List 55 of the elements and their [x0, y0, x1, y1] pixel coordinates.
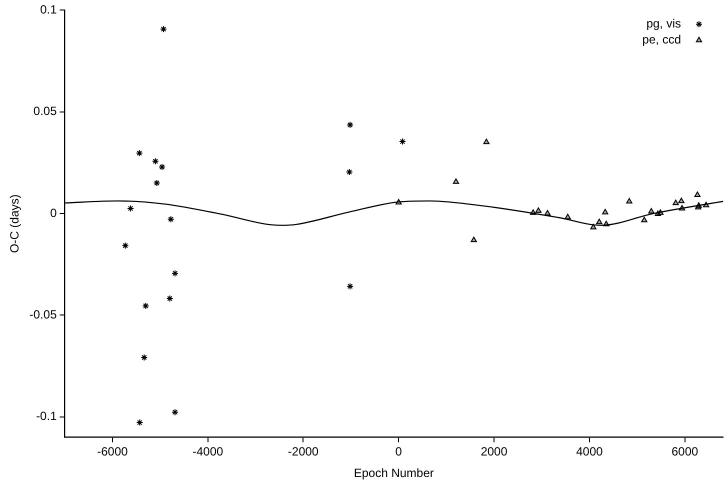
- point: [346, 121, 354, 128]
- point: [657, 209, 664, 215]
- point: [140, 354, 148, 361]
- point: [648, 208, 654, 214]
- point: [672, 200, 679, 206]
- point: [153, 180, 160, 187]
- point: [535, 207, 542, 213]
- point: [678, 198, 684, 204]
- point: [678, 204, 686, 210]
- x-tick-label: 6000: [671, 444, 699, 459]
- point: [641, 216, 648, 222]
- point: [142, 302, 150, 310]
- point: [127, 204, 134, 212]
- point: [160, 26, 167, 33]
- point: [158, 163, 166, 170]
- point: [399, 138, 406, 146]
- point: [470, 236, 477, 242]
- x-tick-label: 0: [395, 444, 402, 459]
- point: [152, 158, 159, 165]
- y-tick-label: -0.1: [36, 409, 58, 424]
- point: [483, 138, 490, 144]
- point: [396, 199, 402, 205]
- point: [530, 209, 536, 215]
- point: [166, 295, 174, 302]
- point: [136, 150, 143, 157]
- x-tick-label: -4000: [192, 444, 224, 459]
- point: [172, 270, 179, 277]
- point: [602, 208, 608, 214]
- point: [596, 218, 602, 224]
- legend-label: pe, ccd: [642, 32, 681, 47]
- point: [167, 216, 174, 223]
- point: [136, 419, 144, 426]
- point: [172, 408, 179, 416]
- point: [346, 168, 353, 176]
- point: [452, 178, 460, 184]
- x-tick-label: -6000: [97, 444, 128, 459]
- y-axis-title: O-C (days): [8, 194, 22, 254]
- y-tick-label: 0: [50, 206, 58, 220]
- point: [703, 202, 710, 208]
- y-tick-label: 0.1: [40, 2, 58, 17]
- point: [544, 210, 551, 216]
- point: [603, 220, 610, 226]
- point: [694, 192, 701, 198]
- x-tick-label: -2000: [288, 444, 319, 459]
- legend-label: pg, vis: [646, 16, 681, 31]
- x-tick-label: 4000: [576, 444, 604, 459]
- point: [626, 198, 632, 204]
- point: [346, 282, 354, 290]
- x-tick-label: 2000: [480, 444, 508, 459]
- point: [122, 242, 129, 250]
- y-tick-label: -0.05: [29, 308, 58, 322]
- y-tick-label: 0.05: [33, 104, 58, 118]
- x-axis-title: Epoch Number: [354, 466, 434, 480]
- point: [564, 214, 571, 220]
- point: [590, 224, 596, 230]
